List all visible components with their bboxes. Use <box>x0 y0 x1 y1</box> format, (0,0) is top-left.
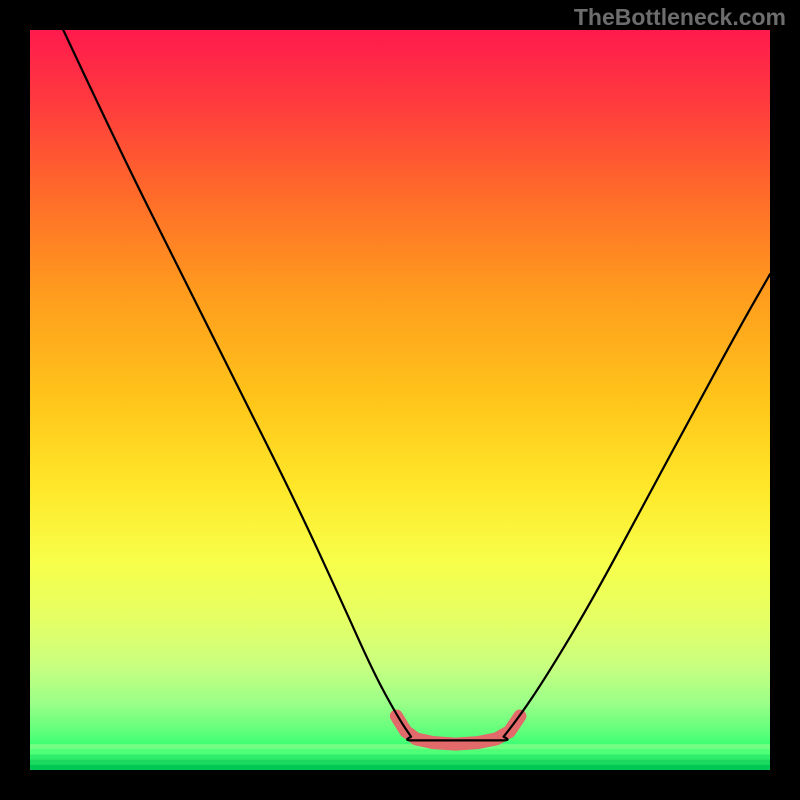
plot-background <box>30 30 770 770</box>
bottom-band <box>30 765 770 770</box>
bottom-band <box>30 760 770 765</box>
chart-frame: TheBottleneck.com <box>0 0 800 800</box>
bottom-band <box>30 749 770 754</box>
bottleneck-curve-chart <box>0 0 800 800</box>
bottom-band <box>30 754 770 759</box>
watermark-text: TheBottleneck.com <box>574 4 786 31</box>
bottom-band <box>30 744 770 749</box>
